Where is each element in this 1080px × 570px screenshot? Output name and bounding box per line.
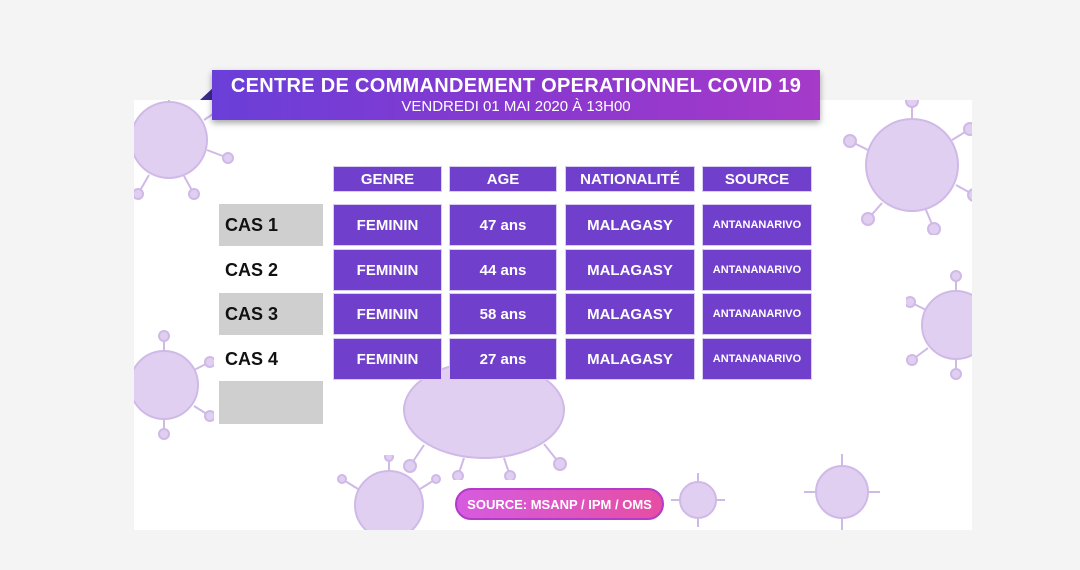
cell-nationalite: MALAGASY bbox=[565, 204, 695, 246]
virus-icon bbox=[337, 455, 441, 530]
cell-genre: FEMININ bbox=[333, 204, 442, 246]
cell-age: 27 ans bbox=[449, 338, 557, 380]
cell-source: ANTANANARIVO bbox=[702, 204, 812, 246]
virus-icon bbox=[906, 270, 972, 380]
column-header-age: AGE bbox=[449, 166, 557, 192]
column-header-nationalite: NATIONALITÉ bbox=[565, 166, 695, 192]
source-badge: SOURCE: MSANP / IPM / OMS bbox=[455, 488, 664, 520]
cell-nationalite: MALAGASY bbox=[565, 293, 695, 335]
virus-icon bbox=[843, 100, 972, 235]
virus-icon bbox=[134, 330, 214, 440]
case-label: CAS 4 bbox=[225, 348, 279, 369]
cell-source: ANTANANARIVO bbox=[702, 249, 812, 291]
cell-source: ANTANANARIVO bbox=[702, 293, 812, 335]
cell-age: 58 ans bbox=[449, 293, 557, 335]
case-label: CAS 1 bbox=[219, 204, 323, 246]
cell-nationalite: MALAGASY bbox=[565, 338, 695, 380]
page-title: CENTRE DE COMMANDEMENT OPERATIONNEL COVI… bbox=[230, 75, 802, 97]
case-label: CAS 3 bbox=[219, 293, 323, 335]
case-label: CAS 2 bbox=[225, 259, 279, 280]
cell-nationalite: MALAGASY bbox=[565, 249, 695, 291]
cell-genre: FEMININ bbox=[333, 338, 442, 380]
header-banner: CENTRE DE COMMANDEMENT OPERATIONNEL COVI… bbox=[212, 70, 820, 120]
cell-age: 44 ans bbox=[449, 249, 557, 291]
virus-icon bbox=[804, 454, 880, 530]
cell-genre: FEMININ bbox=[333, 249, 442, 291]
column-header-genre: GENRE bbox=[333, 166, 442, 192]
virus-icon bbox=[671, 473, 725, 527]
cell-age: 47 ans bbox=[449, 204, 557, 246]
empty-case-slot bbox=[219, 381, 323, 424]
column-header-source: SOURCE bbox=[702, 166, 812, 192]
virus-icon bbox=[403, 361, 567, 480]
cell-genre: FEMININ bbox=[333, 293, 442, 335]
page-subtitle: VENDREDI 01 MAI 2020 À 13H00 bbox=[401, 98, 631, 115]
cell-source: ANTANANARIVO bbox=[702, 338, 812, 380]
